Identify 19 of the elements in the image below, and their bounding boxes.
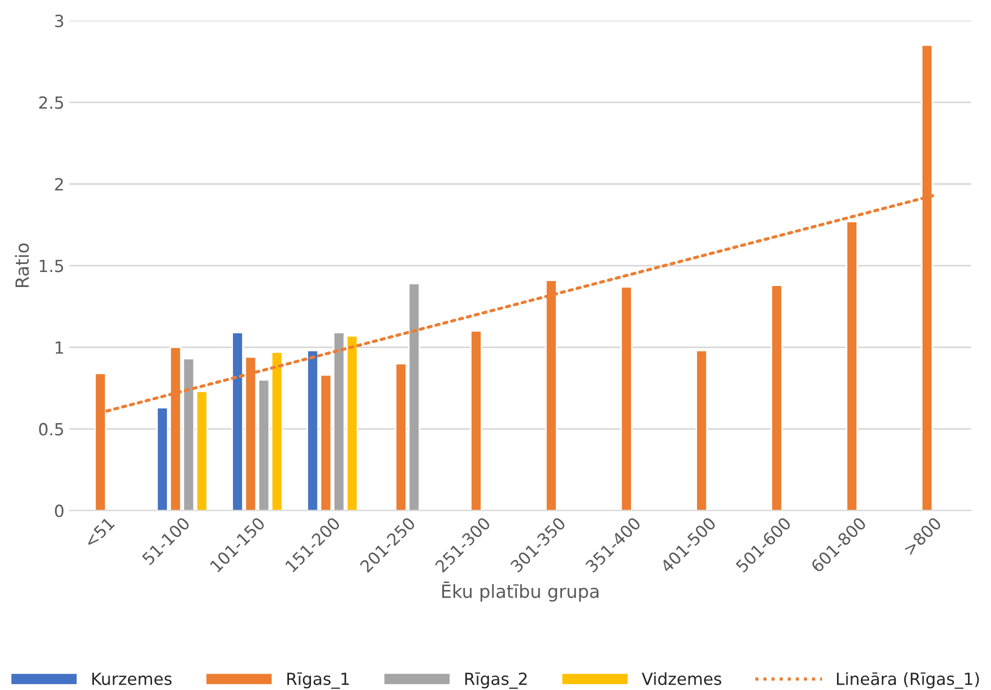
bar (470, 330, 482, 511)
y-tick-label: 0 (55, 504, 64, 518)
legend-label: Vidzemes (642, 672, 722, 686)
x-axis-title: Ēku platību grupa (442, 582, 598, 602)
y-tick-label: 0.5 (39, 422, 64, 436)
legend-label: Rīgas_1 (287, 672, 349, 689)
y-tick-label: 3 (55, 14, 64, 28)
y-tick-label: 1.5 (40, 260, 64, 272)
bar (696, 350, 708, 511)
y-axis-title: Ratio (14, 243, 29, 288)
bar (620, 286, 632, 511)
x-tick-label: <51 (84, 516, 115, 548)
legend-label: Kurzemes (92, 672, 172, 686)
y-tick-label: 1 (56, 341, 63, 354)
y-tick-label: 2 (55, 178, 63, 190)
bar (770, 284, 783, 511)
legend-label: Rīgas_2 (465, 672, 527, 689)
y-tick-label: 2.5 (39, 96, 64, 109)
legend-label: Lineāra (Rīgas_1) (837, 672, 979, 689)
